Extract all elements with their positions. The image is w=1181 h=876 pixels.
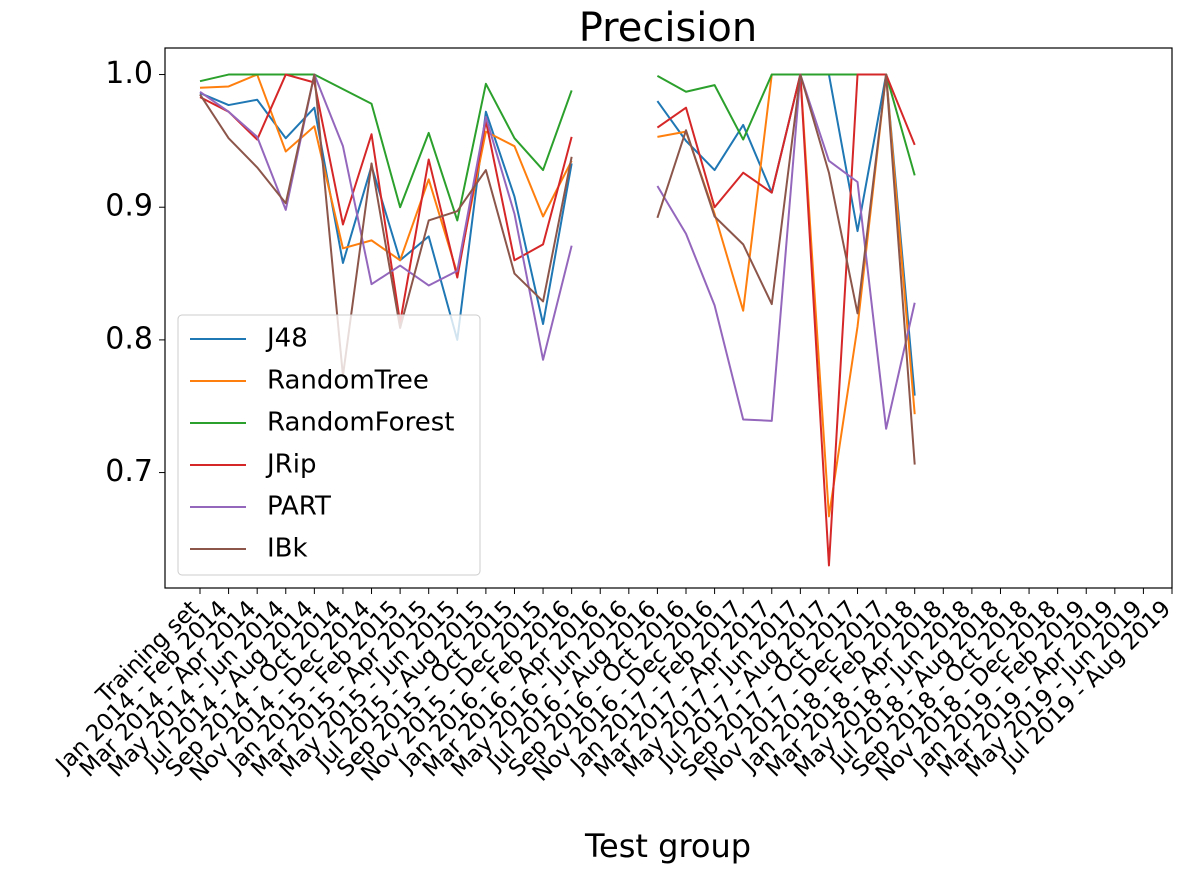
legend-label: J48 — [265, 324, 308, 354]
legend-label: PART — [267, 492, 331, 522]
plot-frame — [164, 47, 1173, 589]
legend-label: RandomTree — [267, 366, 429, 396]
legend-label: JRip — [265, 450, 316, 480]
x-axis-label: Test group — [584, 827, 751, 865]
y-tick-label: 0.8 — [105, 321, 153, 356]
chart-title: Precision — [579, 5, 757, 51]
legend-label: RandomForest — [267, 408, 454, 438]
line-series — [199, 73, 916, 567]
line-series — [199, 73, 916, 430]
y-tick-label: 0.7 — [105, 454, 153, 489]
line-series — [199, 73, 916, 465]
y-tick-label: 0.9 — [105, 189, 153, 224]
legend-box — [177, 314, 481, 576]
y-tick-label: 1.0 — [105, 56, 153, 91]
legend-label: IBk — [267, 534, 308, 564]
